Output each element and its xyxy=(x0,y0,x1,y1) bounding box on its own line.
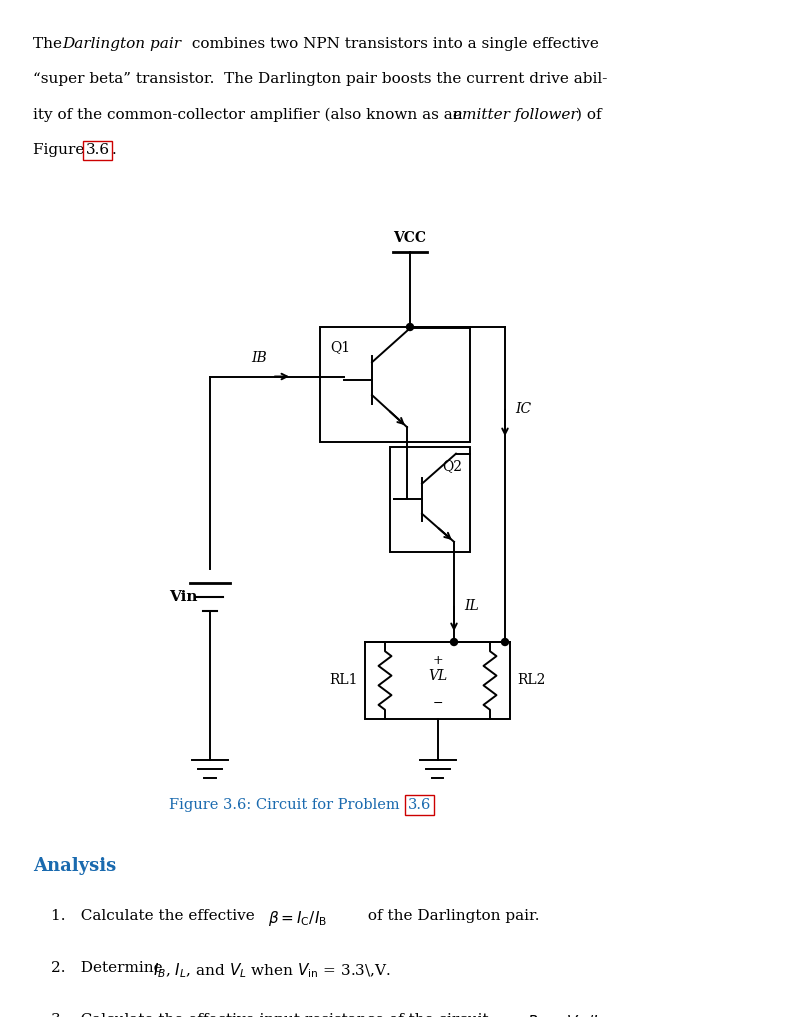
Text: Analysis: Analysis xyxy=(33,857,116,875)
Text: emitter follower: emitter follower xyxy=(452,108,577,122)
Text: $R_\mathrm{in} = V_\mathrm{in}/I_B$.: $R_\mathrm{in} = V_\mathrm{in}/I_B$. xyxy=(527,1013,610,1017)
Text: 3.6: 3.6 xyxy=(408,798,431,812)
Circle shape xyxy=(451,639,458,646)
Text: .: . xyxy=(112,143,116,158)
Bar xyxy=(365,642,510,719)
Text: Q1: Q1 xyxy=(330,340,350,354)
Text: 1. Calculate the effective: 1. Calculate the effective xyxy=(51,909,260,923)
Text: VL: VL xyxy=(428,668,447,682)
Bar xyxy=(320,327,470,442)
Text: ) of: ) of xyxy=(575,108,601,122)
Text: Q2: Q2 xyxy=(442,459,462,473)
Circle shape xyxy=(406,323,413,331)
Text: $\beta = I_\mathrm{C}/I_\mathrm{B}$: $\beta = I_\mathrm{C}/I_\mathrm{B}$ xyxy=(269,909,328,928)
Text: IL: IL xyxy=(464,599,479,613)
Text: RL1: RL1 xyxy=(329,673,358,687)
Text: 3. Calculate the effective input resistance of the circuit: 3. Calculate the effective input resista… xyxy=(51,1013,493,1017)
Text: $I_B$, $I_L$, and $V_L$ when $V_\mathrm{in}$ = 3.3\,V.: $I_B$, $I_L$, and $V_L$ when $V_\mathrm{… xyxy=(153,961,391,979)
Text: combines two NPN transistors into a single effective: combines two NPN transistors into a sing… xyxy=(187,37,599,51)
Text: 3.6: 3.6 xyxy=(86,143,110,158)
Text: Figure: Figure xyxy=(33,143,89,158)
Text: ity of the common-collector amplifier (also known as an: ity of the common-collector amplifier (a… xyxy=(33,108,468,122)
Text: RL2: RL2 xyxy=(517,673,545,687)
Text: Figure 3.6: Circuit for Problem: Figure 3.6: Circuit for Problem xyxy=(169,798,404,812)
Text: −: − xyxy=(432,697,443,710)
Bar xyxy=(390,447,470,552)
Text: of the Darlington pair.: of the Darlington pair. xyxy=(363,909,540,923)
Text: VCC: VCC xyxy=(393,231,426,245)
Circle shape xyxy=(502,639,509,646)
Text: +: + xyxy=(432,654,443,667)
Text: 2. Determine: 2. Determine xyxy=(51,961,167,975)
Text: Vin: Vin xyxy=(170,590,198,604)
Text: IB: IB xyxy=(251,351,267,364)
Text: IC: IC xyxy=(515,402,532,416)
Text: The: The xyxy=(33,37,67,51)
Text: Darlington pair: Darlington pair xyxy=(62,37,181,51)
Text: “super beta” transistor.  The Darlington pair boosts the current drive abil-: “super beta” transistor. The Darlington … xyxy=(33,72,608,86)
